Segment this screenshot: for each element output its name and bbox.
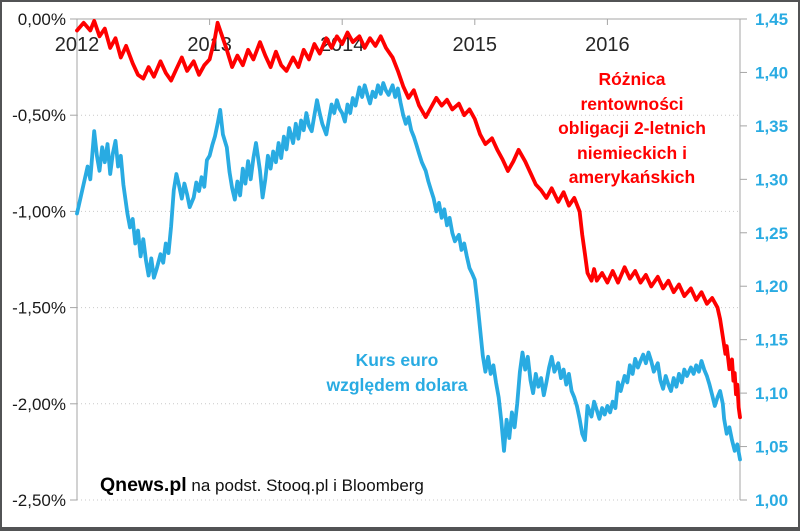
series-label-bond-spread: Różnica rentowności obligacji 2-letnich … (558, 69, 706, 187)
y-axis-right-label: 1,40 (755, 63, 788, 82)
y-axis-left-label: -2,00% (12, 395, 66, 414)
series-label-eurusd: Kurs euro względem dolara (326, 350, 468, 395)
y-axis-right-label: 1,25 (755, 224, 788, 243)
y-axis-right-label: 1,10 (755, 384, 788, 403)
source-note: Qnews.pl na podst. Stooq.pl i Bloomberg (100, 474, 424, 497)
y-axis-left-label: 0,00% (18, 10, 66, 29)
y-axis-right-label: 1,15 (755, 331, 788, 350)
y-axis-right-label: 1,45 (755, 10, 788, 29)
y-axis-right-label: 1,20 (755, 277, 788, 296)
y-axis-right-label: 1,05 (755, 438, 788, 457)
x-axis-year-label: 2016 (585, 34, 630, 56)
series-line-eurusd (75, 81, 742, 462)
y-axis-right-label: 1,30 (755, 170, 788, 189)
x-axis-year-label: 2015 (453, 34, 498, 56)
y-axis-left-label: -0,50% (12, 106, 66, 125)
y-axis-left-label: -1,00% (12, 202, 66, 221)
y-axis-right-label: 1,35 (755, 117, 788, 136)
y-axis-right-label: 1,00 (755, 491, 788, 510)
source-brand: Qnews.pl (100, 474, 187, 496)
y-axis-left-label: -1,50% (12, 299, 66, 318)
source-text: na podst. Stooq.pl i Bloomberg (186, 476, 424, 495)
x-axis-year-label: 2013 (187, 34, 232, 56)
series-line-bond-spread (75, 18, 742, 420)
y-axis-left-label: -2,50% (12, 491, 66, 510)
